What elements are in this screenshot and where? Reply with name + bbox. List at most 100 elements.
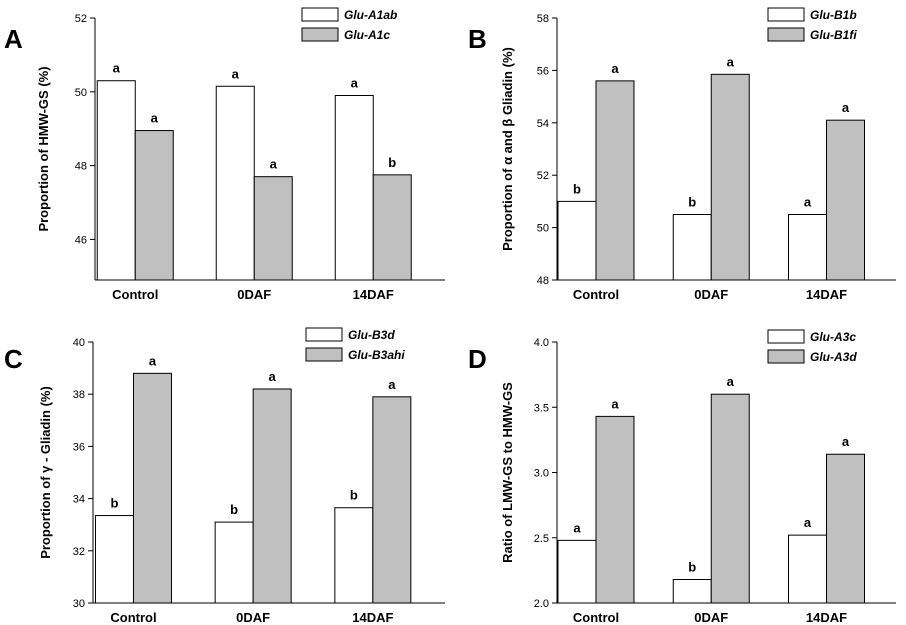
significance-label: a [727,374,735,389]
bar-Glu-B1fi-0DAF [710,73,750,281]
bar-Glu-A3d-Control [595,415,635,604]
bar-Glu-B1fi-14DAF [826,119,866,281]
y-tick-label: 3.5 [534,402,549,414]
legend-swatch [767,7,805,22]
significance-label: a [727,54,735,69]
significance-label: b [688,195,696,210]
panel-label: D [468,344,487,374]
y-tick-label: 40 [73,337,85,349]
significance-label: a [151,111,159,126]
bar-Glu-B3ahi-14DAF [372,396,412,604]
y-tick-label: 52 [75,13,87,25]
bar-Glu-B1b-14DAF [788,214,828,281]
significance-label: a [113,61,121,76]
y-tick-label: 2.0 [534,598,549,610]
bar-Glu-B1b-Control [557,200,597,281]
bar-Glu-A3c-0DAF [672,579,712,604]
legend-entry: Glu-A3c [810,330,856,344]
significance-label: b [688,560,696,575]
bar-Glu-B3d-14DAF [334,507,374,604]
y-tick-label: 36 [73,441,85,453]
bar-Glu-B1b-0DAF [672,214,712,281]
y-tick-label: 50 [537,223,549,235]
bar-Glu-A1c-0DAF [253,176,293,281]
x-category-label: 0DAF [237,287,271,302]
significance-label: a [842,100,850,115]
bar-Glu-A1ab-14DAF [334,94,374,281]
y-tick-label: 32 [73,546,85,558]
significance-label: a [270,157,278,172]
legend-swatch [305,327,343,342]
chart-panel-C: C 30 32 34 36 38 40 Proportion of γ - Gliadin (… [4,327,445,625]
x-category-label: Control [573,610,619,625]
legend: Glu-A1ab Glu-A1c [301,7,397,42]
chart-panel-B: B 48 50 52 54 56 58 Proportion of α and β Gliad… [468,7,896,302]
chart-panel-D: D 2.0 2.5 3.0 3.5 4.0 Ratio of LMW-GS to HMW-G… [468,329,896,625]
x-category-label: 0DAF [694,610,728,625]
y-axis-title: Proportion of γ - Gliadin (%) [38,386,53,559]
legend-entry: Glu-A1c [344,28,390,42]
bar-Glu-B1fi-Control [595,80,635,281]
y-tick-label: 30 [73,598,85,610]
significance-label: a [804,195,812,210]
x-category-label: Control [112,287,158,302]
y-tick-label: 52 [537,170,549,182]
x-category-label: 14DAF [353,287,394,302]
legend: Glu-B3d Glu-B3ahi [305,327,405,362]
y-tick-label: 34 [73,494,85,506]
significance-label: b [573,181,581,196]
legend-entry: Glu-B1b [810,8,857,22]
bar-Glu-B3ahi-Control [132,372,172,604]
legend-swatch [305,347,343,362]
bar-Glu-A3d-14DAF [826,453,866,604]
y-axis-title: Proportion of α and β Gliadin (%) [500,47,515,251]
significance-label: a [351,75,359,90]
y-axis-title: Ratio of LMW-GS to HMW-GS [500,382,515,563]
y-tick-label: 38 [73,389,85,401]
legend-swatch [767,27,805,42]
legend-entry: Glu-B1fi [810,28,857,42]
x-category-label: 0DAF [236,610,270,625]
legend-entry: Glu-A3d [810,350,857,364]
bar-Glu-B3d-Control [94,515,134,604]
y-tick-label: 4.0 [534,337,549,349]
bar-Glu-A3d-0DAF [710,393,750,604]
significance-label: a [232,66,240,81]
bar-Glu-A3c-14DAF [788,534,828,604]
x-category-label: 14DAF [806,287,847,302]
significance-label: b [350,488,358,503]
panel-label: C [4,344,23,374]
bar-Glu-A1ab-Control [96,80,136,281]
significance-label: a [804,515,812,530]
bar-Glu-A1c-14DAF [372,174,412,281]
significance-label: b [230,502,238,517]
x-category-label: 14DAF [806,610,847,625]
x-category-label: 0DAF [694,287,728,302]
y-tick-label: 46 [75,234,87,246]
y-tick-label: 48 [75,161,87,173]
legend-entry: Glu-B3d [348,328,395,342]
significance-label: b [111,496,119,511]
significance-label: a [842,434,850,449]
bar-Glu-A3c-Control [557,539,597,604]
y-tick-label: 48 [537,275,549,287]
legend: Glu-A3c Glu-A3d [767,329,857,364]
significance-label: b [388,155,396,170]
chart-panel-A: A 46 48 50 52 Proportion of HMW-GS (%) a a Contr… [4,7,445,302]
legend-swatch [767,349,805,364]
y-tick-label: 2.5 [534,533,549,545]
y-tick-label: 58 [537,13,549,25]
panel-label: B [468,24,487,54]
bar-Glu-B3d-0DAF [214,521,254,604]
x-category-label: 14DAF [352,610,393,625]
legend-entry: Glu-B3ahi [348,348,405,362]
legend-entry: Glu-A1ab [344,8,397,22]
significance-label: a [269,369,277,384]
significance-label: a [388,377,396,392]
significance-label: a [611,61,619,76]
y-tick-label: 3.0 [534,468,549,480]
panel-label: A [4,24,23,54]
bar-Glu-B3ahi-0DAF [252,388,292,604]
